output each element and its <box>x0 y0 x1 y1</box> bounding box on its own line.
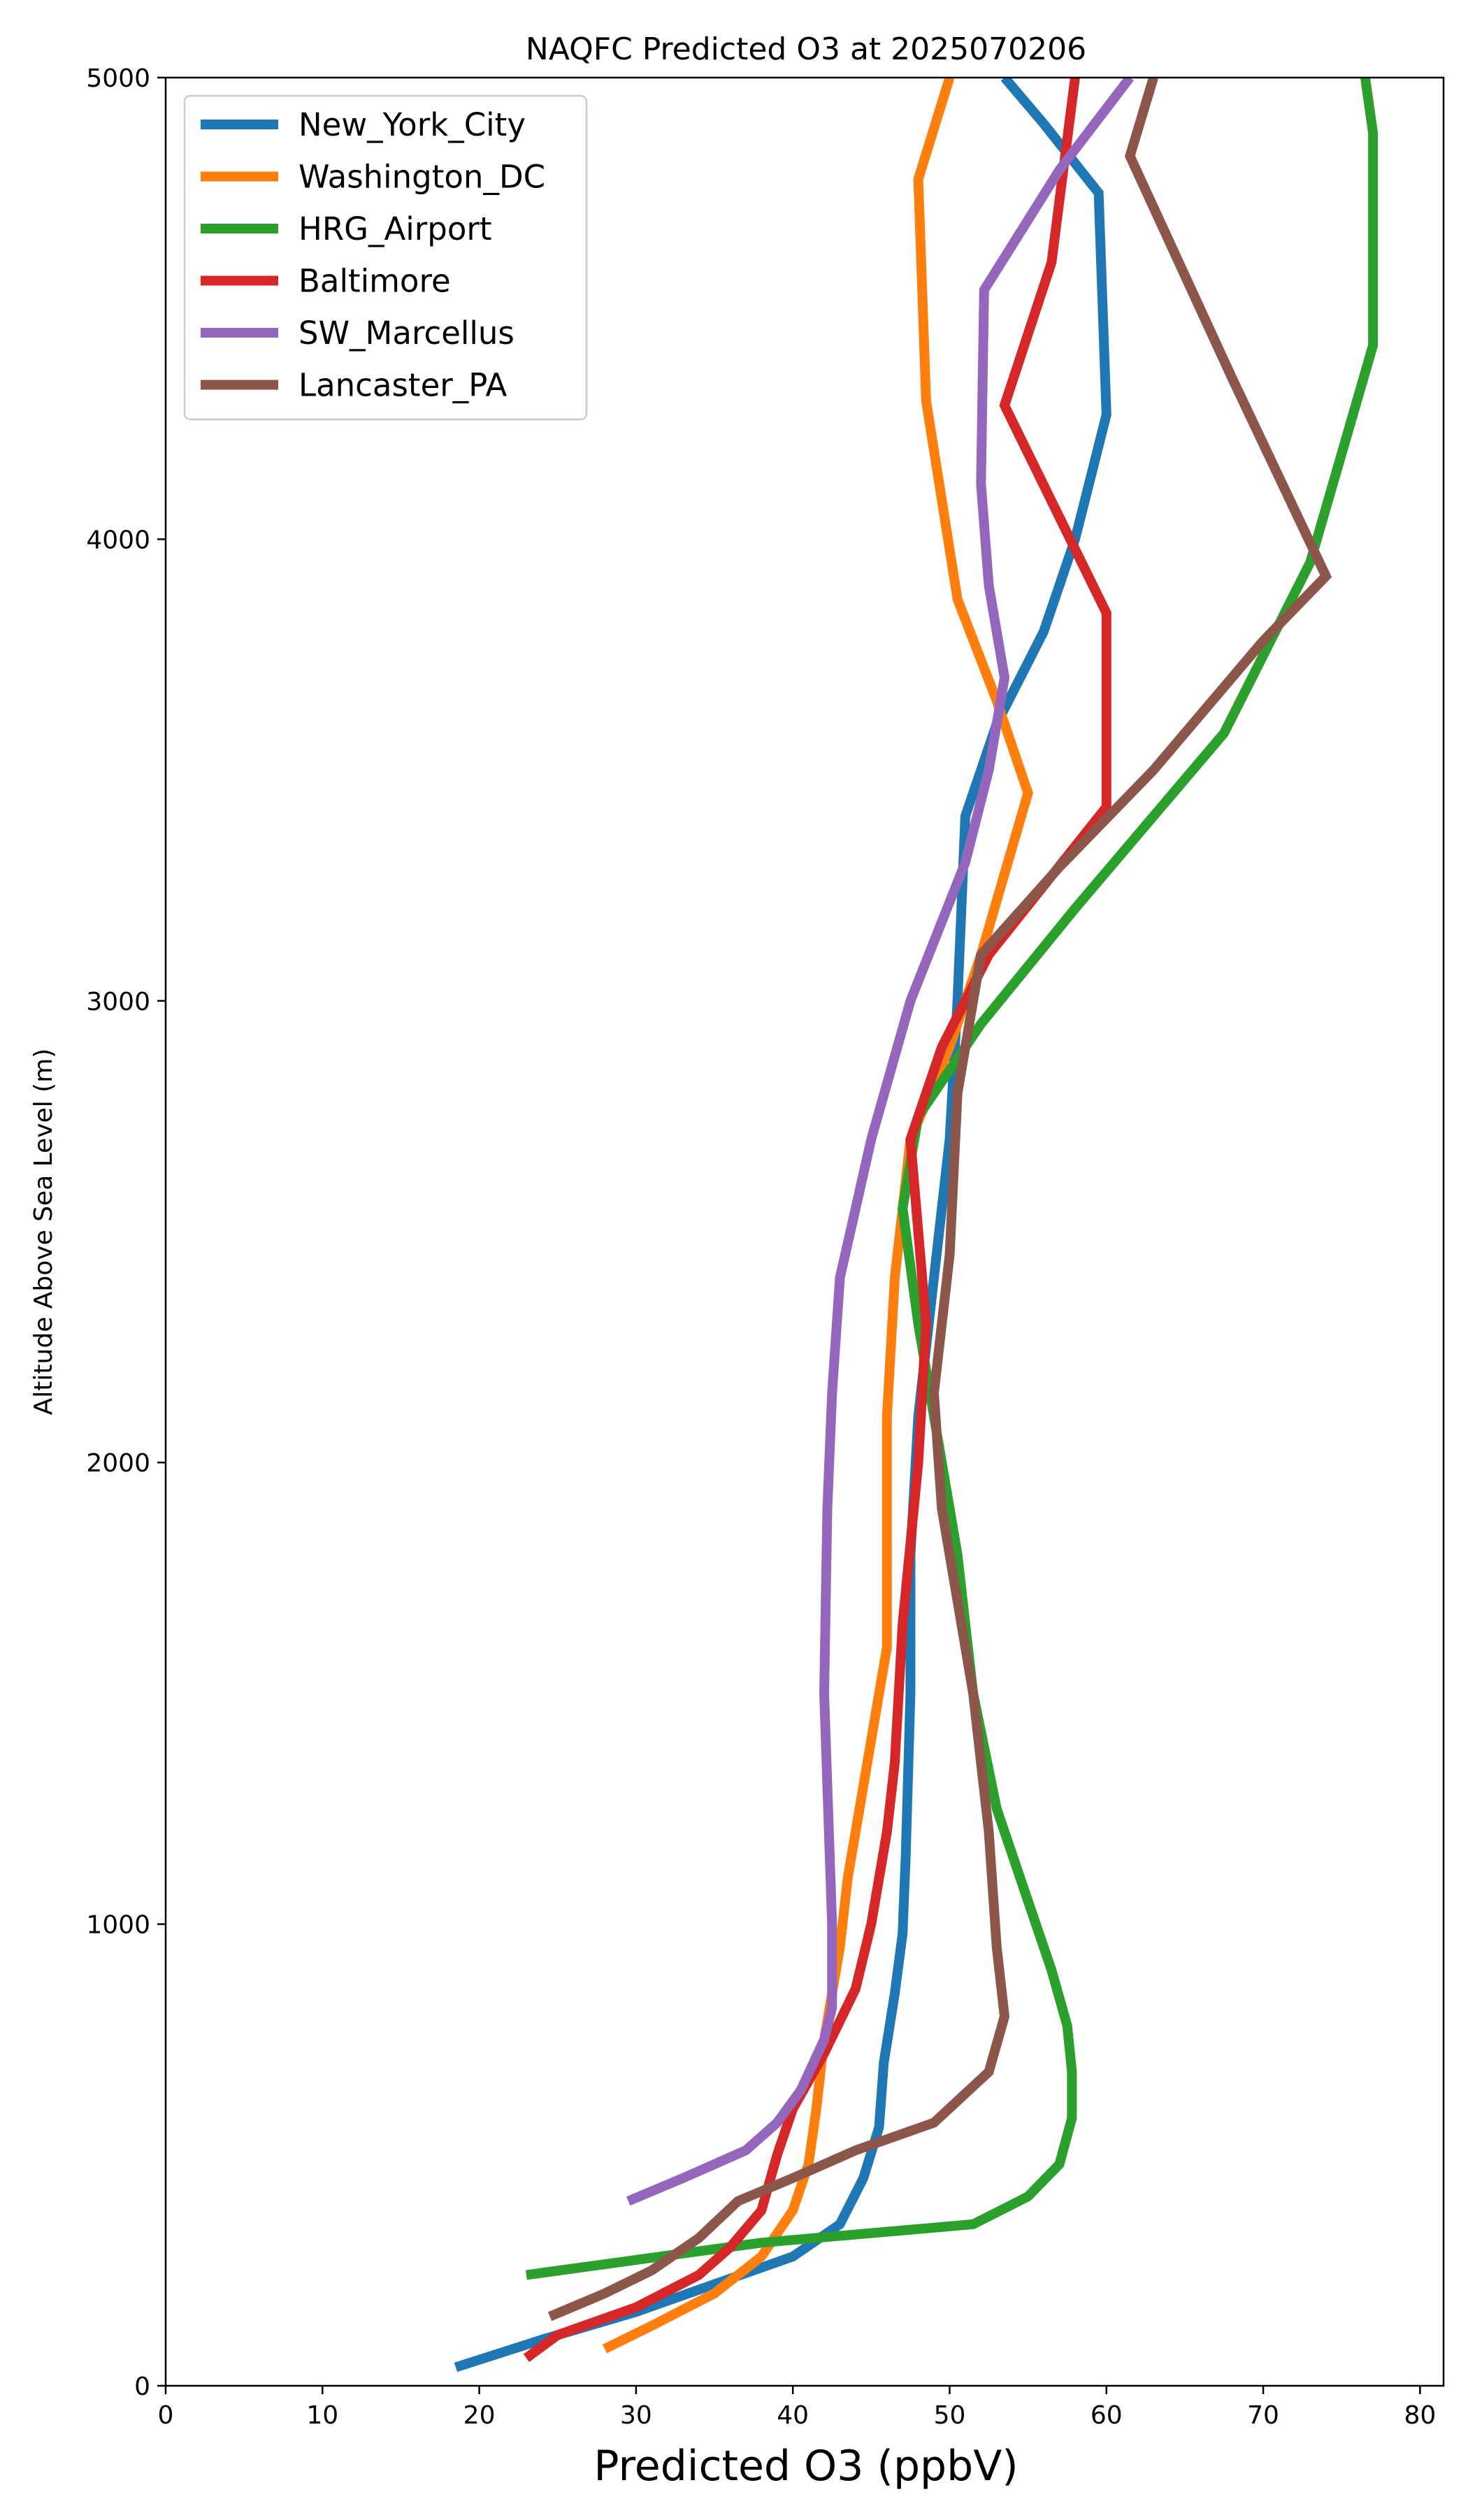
x-axis-label: Predicted O3 (ppbV) <box>593 2442 1018 2491</box>
legend: New_York_City Washington_DC HRG_Airport Bal… <box>183 94 588 421</box>
x-tick-label: 40 <box>777 2401 809 2430</box>
x-tick-label: 20 <box>463 2401 496 2430</box>
series-line-sw-marcellus <box>626 78 1134 2206</box>
x-tick-label: 70 <box>1247 2401 1279 2430</box>
series-line-new-york-city <box>454 78 1111 2373</box>
y-tick-label: 1000 <box>86 1911 150 1940</box>
y-tick-label: 4000 <box>86 526 150 554</box>
x-tick-label: 0 <box>158 2401 174 2430</box>
legend-label-new-york-city: New_York_City <box>298 106 526 143</box>
x-tick-label: 50 <box>934 2401 966 2430</box>
chart-title: NAQFC Predicted O3 at 2025070206 <box>526 31 1086 67</box>
x-tick-label: 30 <box>620 2401 652 2430</box>
legend-label-hrg-airport: HRG_Airport <box>298 210 492 247</box>
y-tick-label: 2000 <box>86 1449 150 1478</box>
plot-area-frame <box>164 76 1445 2387</box>
series-line-washington-dc <box>602 78 1033 2354</box>
legend-box <box>183 94 588 421</box>
x-tick-label: 80 <box>1404 2401 1436 2430</box>
y-tick-label: 5000 <box>86 64 150 93</box>
legend-label-baltimore: Baltimore <box>298 263 451 300</box>
x-tick-label: 10 <box>306 2401 338 2430</box>
legend-label-lancaster-pa: Lancaster_PA <box>298 367 508 404</box>
series-line-lancaster-pa <box>547 78 1332 2321</box>
x-tick-label: 60 <box>1091 2401 1123 2430</box>
y-tick-label: 0 <box>134 2373 150 2401</box>
y-axis: 0 1000 2000 3000 4000 5000 <box>86 64 166 2401</box>
legend-label-sw-marcellus: SW_Marcellus <box>298 315 514 352</box>
y-tick-label: 3000 <box>86 988 150 1016</box>
series-layer <box>454 78 1379 2373</box>
legend-label-washington-dc: Washington_DC <box>298 159 545 196</box>
y-axis-label: Altitude Above Sea Level (m) <box>29 1049 58 1416</box>
series-line-baltimore <box>523 78 1111 2363</box>
x-axis: 0 10 20 30 40 50 60 70 80 <box>158 2386 1436 2430</box>
